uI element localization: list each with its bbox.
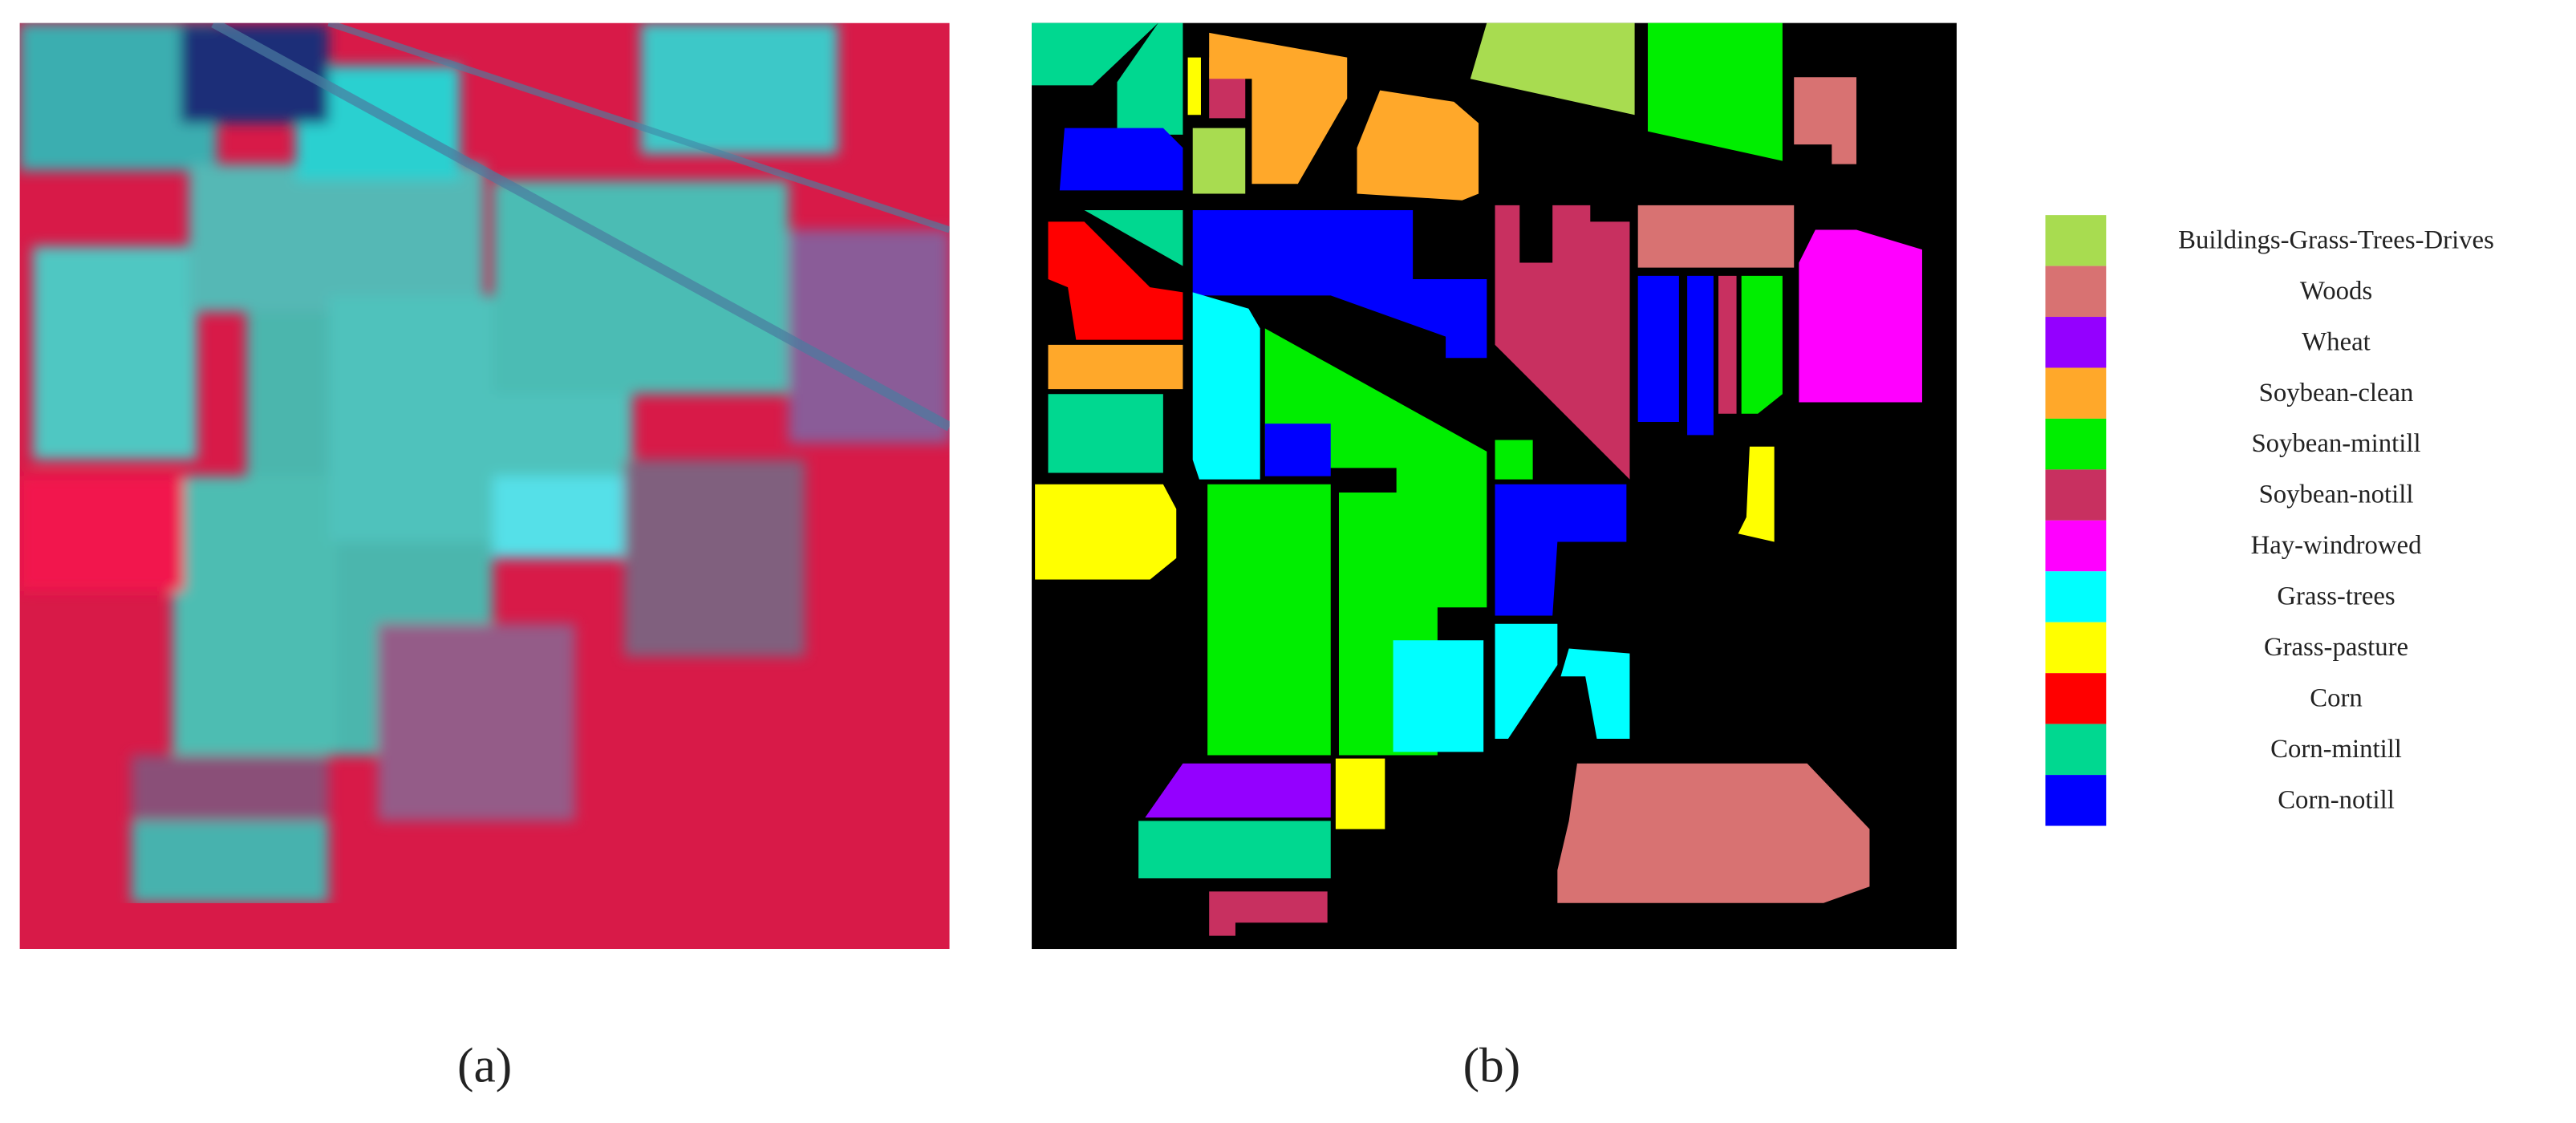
class-region: [1032, 22, 1158, 86]
class-region: [1059, 128, 1183, 191]
legend-label: Buildings-Grass-Trees-Drives: [2178, 225, 2494, 254]
legend-label: Woods: [2300, 277, 2372, 306]
legend-label: Soybean-clean: [2259, 379, 2414, 407]
class-region: [1637, 205, 1795, 268]
class-region: [1207, 484, 1331, 756]
legend-swatch: [2045, 673, 2107, 724]
class-region: [1637, 275, 1679, 423]
class-region: [1470, 22, 1635, 116]
class-region: [1192, 209, 1487, 359]
class-region: [1209, 891, 1328, 936]
class-region: [1048, 394, 1163, 473]
class-region: [1738, 446, 1775, 542]
legend-swatch: [2045, 367, 2107, 419]
class-region: [1647, 22, 1783, 161]
legend-label: Corn-notill: [2278, 785, 2395, 814]
class-region: [1138, 821, 1331, 879]
class-region: [1799, 229, 1922, 403]
class-region: [1192, 292, 1260, 480]
class-region: [1048, 344, 1183, 390]
class-region: [1495, 623, 1558, 740]
class-region: [1560, 648, 1630, 740]
class-region: [1145, 763, 1331, 818]
class-region: [1264, 424, 1331, 476]
class-region: [1209, 32, 1348, 184]
legend-swatch: [2045, 775, 2107, 826]
class-region: [1192, 128, 1246, 194]
class-region: [1495, 484, 1627, 616]
legend-swatch: [2045, 317, 2107, 368]
legend-swatch: [2045, 469, 2107, 521]
class-region: [1035, 484, 1177, 580]
class-region: [1357, 90, 1479, 201]
class-region: [1117, 22, 1183, 135]
legend-swatch: [2045, 520, 2107, 572]
panel-label: (b): [1463, 1039, 1521, 1093]
class-regions: [1032, 22, 1922, 936]
legend-label: Soybean-notill: [2259, 480, 2414, 509]
legend-swatch: [2045, 266, 2107, 318]
legend-label: Hay-windrowed: [2251, 531, 2422, 560]
class-region: [1495, 440, 1533, 480]
class-region: [1048, 221, 1183, 340]
class-region: [1187, 57, 1201, 116]
class-region: [1687, 275, 1714, 436]
class-region: [1794, 77, 1857, 164]
class-region: [1741, 275, 1783, 414]
legend-swatch: [2045, 215, 2107, 266]
legend-label: Corn: [2310, 683, 2363, 712]
class-region: [1718, 275, 1737, 414]
class-region: [1495, 205, 1630, 480]
legend: Buildings-Grass-Trees-Drives Woods Wheat So…: [2045, 215, 2494, 826]
class-region: [1393, 640, 1484, 752]
legend-label: Soybean-mintill: [2251, 429, 2420, 458]
legend-label: Grass-trees: [2277, 582, 2395, 611]
legend-swatch: [2045, 724, 2107, 776]
legend-swatch: [2045, 418, 2107, 470]
legend-swatch: [2045, 571, 2107, 622]
class-region: [1335, 758, 1385, 829]
legend-label: Wheat: [2302, 327, 2370, 356]
class-region: [1557, 763, 1870, 903]
legend-swatch: [2045, 622, 2107, 674]
legend-label: Grass-pasture: [2264, 633, 2408, 662]
panel-label: (a): [457, 1039, 512, 1093]
legend-label: Corn-mintill: [2270, 735, 2402, 764]
false-color-image: [19, 22, 950, 950]
